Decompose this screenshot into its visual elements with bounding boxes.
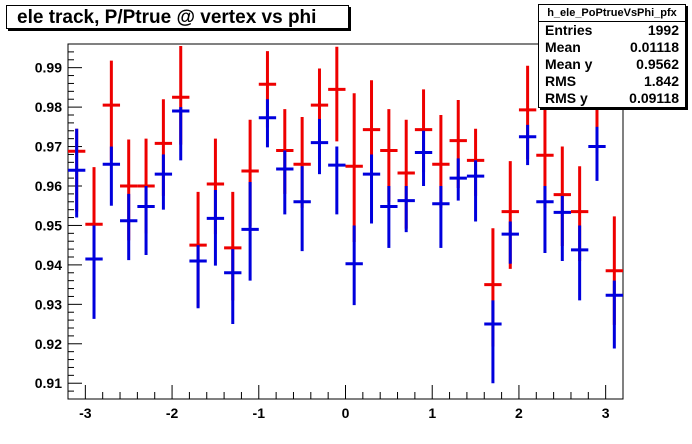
x-tick-label: 3 [602, 405, 610, 421]
x-tick-label: -2 [166, 405, 179, 421]
y-tick-label: 0.93 [35, 296, 62, 312]
stats-label: RMS y [545, 90, 588, 106]
series-blue [68, 99, 623, 384]
x-tick-label: 2 [515, 405, 523, 421]
stats-label: Entries [545, 22, 593, 38]
x-axis: -3 -2 -1 0 1 2 3 [67, 385, 624, 421]
y-tick-label: 0.94 [35, 257, 62, 273]
stats-row-mean-y: Mean y 0.9562 [539, 56, 685, 73]
y-tick-label: 0.99 [35, 60, 62, 76]
x-tick-label: 0 [342, 405, 350, 421]
stats-row-entries: Entries 1992 [539, 22, 685, 39]
y-axis: 0.91 0.92 0.93 0.94 0.95 0.96 0.97 0.98 0.99 [35, 43, 82, 400]
y-tick-label: 0.92 [35, 336, 62, 352]
stats-row-rms-y: RMS y 0.09118 [539, 90, 685, 107]
stats-row-mean: Mean 0.01118 [539, 39, 685, 56]
chart-title: ele track, P/Ptrue @ vertex vs phi [6, 5, 349, 29]
stats-histogram-name: h_ele_PoPtrueVsPhi_pfx [539, 5, 685, 22]
stats-value: 0.09118 [629, 90, 679, 106]
stats-value: 0.01118 [629, 39, 679, 55]
stats-row-rms: RMS 1.842 [539, 73, 685, 90]
stats-value: 0.9562 [636, 56, 679, 72]
stats-value: 1.842 [643, 73, 679, 89]
stats-box: h_ele_PoPtrueVsPhi_pfx Entries 1992 Mean… [538, 4, 686, 108]
y-tick-label: 0.95 [35, 217, 62, 233]
y-tick-label: 0.91 [35, 375, 62, 391]
x-tick-label: -3 [79, 405, 92, 421]
data-series [68, 45, 623, 384]
x-tick-label: -1 [253, 405, 266, 421]
y-tick-label: 0.98 [35, 99, 62, 115]
stats-label: Mean [545, 39, 581, 55]
y-tick-label: 0.96 [35, 178, 62, 194]
stats-value: 1992 [647, 22, 679, 38]
x-tick-label: 1 [428, 405, 436, 421]
stats-label: RMS [545, 73, 577, 89]
y-tick-label: 0.97 [35, 139, 62, 155]
stats-label: Mean y [545, 56, 593, 72]
